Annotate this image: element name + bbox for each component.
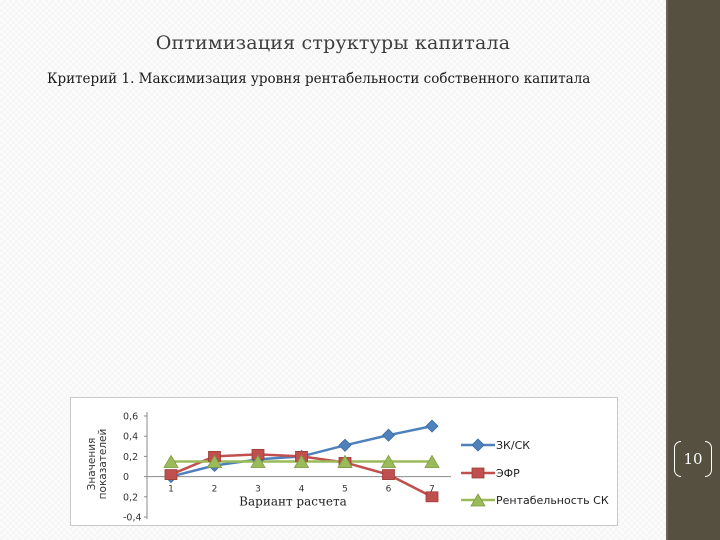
legend-marker (471, 438, 485, 452)
y-axis-label-line: Значения (86, 438, 98, 491)
data-point (380, 454, 397, 468)
data-point (338, 438, 352, 452)
x-tick-label: 5 (342, 485, 348, 495)
y-tick-label: 0 (123, 472, 129, 483)
data-point (293, 454, 310, 468)
x-tick-label: 6 (386, 485, 392, 495)
x-axis-label: Вариант расчета (239, 495, 347, 509)
legend-label: ЗК/СК (496, 439, 530, 452)
x-tick-label: 1 (168, 485, 174, 495)
y-tick-label: 0,6 (123, 412, 138, 423)
page-number: 10 (683, 450, 703, 468)
slide-subtitle: Критерий 1. Максимизация уровня рентабел… (47, 71, 591, 87)
x-tick-label: 7 (429, 485, 435, 495)
slide-title: Оптимизация структуры капитала (155, 32, 511, 54)
legend-label: Рентабельность СК (496, 494, 609, 507)
y-tick-label: 0,2 (123, 492, 138, 503)
y-axis-label-line: показателей (97, 429, 109, 500)
x-tick-label: 3 (255, 485, 261, 495)
data-point (337, 454, 353, 468)
y-tick-label: 0,4 (123, 432, 138, 443)
legend-label: ЭФР (496, 467, 520, 480)
data-point (250, 454, 266, 468)
legend-marker (471, 467, 485, 479)
data-point (424, 454, 440, 468)
data-point (163, 454, 179, 468)
y-tick-label: -0,4 (123, 513, 142, 524)
data-point (206, 454, 223, 468)
data-point (425, 419, 439, 433)
y-tick-label: 0,2 (123, 452, 138, 463)
badge-right-bracket (705, 441, 712, 477)
data-point (381, 428, 396, 442)
page-number-badge: 10 (670, 441, 716, 477)
data-point (164, 469, 178, 480)
data-point (425, 491, 439, 503)
line-chart: Значенияпоказателей 0,6 0,4 0,2 0 0,2 -0,4 1 2 3 4… (70, 397, 618, 526)
x-tick-label: 4 (299, 485, 305, 495)
legend-marker (470, 493, 486, 507)
x-tick-label: 2 (212, 485, 218, 495)
badge-left-bracket (674, 441, 681, 477)
y-axis-label: Значенияпоказателей (86, 429, 109, 500)
chart-canvas: Значенияпоказателей 0,6 0,4 0,2 0 0,2 -0,4 1 2 3 4… (86, 412, 609, 524)
data-point (382, 469, 395, 480)
